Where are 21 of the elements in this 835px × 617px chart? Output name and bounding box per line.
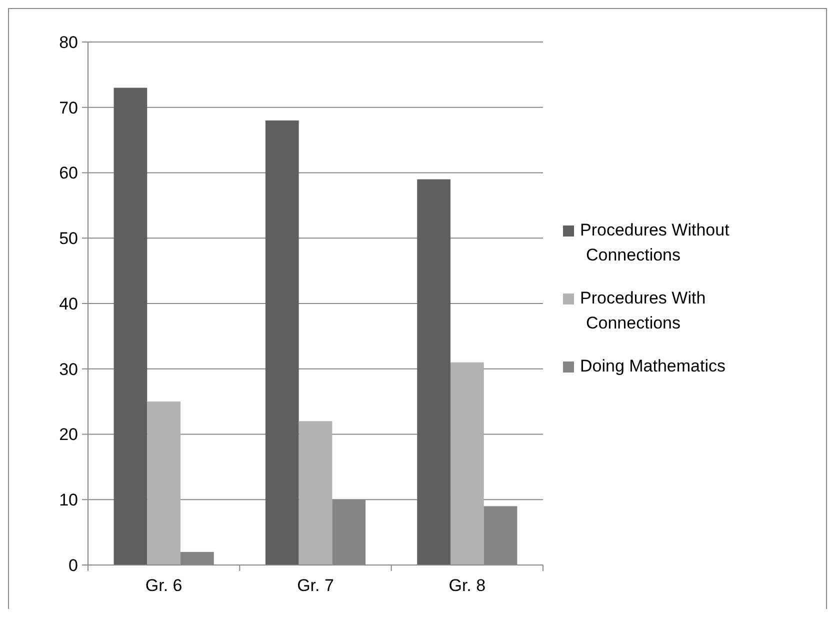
bar: [265, 120, 299, 565]
bar: [114, 88, 148, 565]
y-tick-label: 40: [59, 294, 78, 314]
bar: [147, 402, 181, 565]
y-tick-label: 30: [59, 360, 78, 379]
legend-label: Doing Mathematics: [580, 356, 726, 376]
y-tick-label: 60: [59, 164, 78, 183]
y-tick-label: 50: [59, 229, 78, 248]
bar: [298, 421, 332, 565]
bar: [417, 179, 450, 565]
y-tick-label: 0: [68, 556, 78, 575]
y-tick-label: 70: [59, 98, 78, 118]
y-tick-label: 10: [59, 490, 78, 510]
x-tick-label: Gr. 8: [448, 576, 486, 595]
x-tick-label: Gr. 7: [297, 576, 334, 595]
bar: [450, 362, 484, 565]
y-tick-label: 80: [59, 32, 78, 52]
y-tick-label: 20: [59, 425, 78, 444]
legend-label: Procedures Without Connections: [580, 220, 730, 265]
x-tick-label: Gr. 6: [145, 576, 182, 595]
legend-label: Procedures With Connections: [580, 288, 706, 333]
